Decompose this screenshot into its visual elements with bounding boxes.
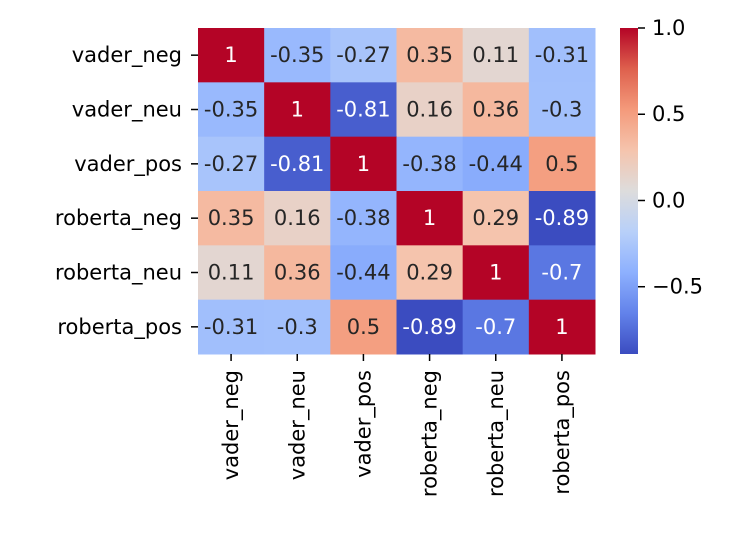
heatmap-cell-0-3 [396,28,464,83]
heatmap-cell-0-5 [528,28,596,83]
cell-label-2-5: 0.5 [545,152,578,176]
heatmap-cell-2-4 [462,136,530,192]
heatmap-cells [198,28,596,355]
cell-label-5-3: -0.89 [402,315,456,339]
y-tick-label-5: roberta_pos [57,315,182,340]
cell-label-4-3: 0.29 [406,261,453,285]
heatmap-cell-3-1 [264,191,331,246]
heatmap-cell-3-0 [198,191,265,246]
cell-label-5-0: -0.31 [204,315,258,339]
cell-label-2-0: -0.27 [204,152,258,176]
heatmap-cell-5-4 [462,299,530,355]
cell-label-3-1: 0.16 [274,206,321,230]
heatmap-cell-5-5 [528,299,596,355]
x-tick-label-5: roberta_pos [550,370,575,495]
heatmap-cell-1-2 [330,82,397,138]
heatmap-cell-2-1 [264,136,331,192]
y-axis: vader_neg vader_neu vader_pos roberta_negro… [55,43,198,340]
colorbar: 1.0 0.5 0.0 −0.5 [620,16,703,354]
heatmap-cell-5-1 [264,299,331,355]
cell-label-4-0: 0.11 [208,261,255,285]
cell-label-0-2: -0.27 [336,43,390,67]
cell-label-0-1: -0.35 [270,43,324,67]
heatmap-cell-2-3 [396,136,464,192]
cell-label-2-2: 1 [357,152,370,176]
cell-label-0-0: 1 [224,43,237,67]
colorbar-tick-label-1: 0.5 [652,102,685,126]
heatmap-cell-0-4 [462,28,530,83]
y-tick-label-4: roberta_neu [55,261,182,286]
x-tick-label-0: vader_neg [219,370,244,480]
y-tick-label-1: vader_neu [72,98,182,123]
cell-label-1-1: 1 [291,98,304,122]
cell-label-4-4: 1 [489,261,502,285]
heatmap-cell-3-5 [528,191,596,246]
heatmap-cell-5-2 [330,299,397,355]
x-axis: vader_neg vader_neu vader_pos roberta_neg ro… [219,354,575,497]
cell-label-3-5: -0.89 [535,206,589,230]
y-tick-label-3: roberta_neg [55,206,182,231]
cell-label-3-0: 0.35 [208,206,255,230]
heatmap-cell-5-0 [198,299,265,355]
colorbar-gradient [620,28,638,354]
x-tick-label-1: vader_neu [285,370,310,480]
heatmap-cell-1-3 [396,82,464,138]
cell-label-1-3: 0.16 [406,98,453,122]
cell-label-2-3: -0.38 [402,152,456,176]
cell-label-1-5: -0.3 [541,98,582,122]
cell-label-0-5: -0.31 [535,43,589,67]
heatmap-cell-1-5 [528,82,596,138]
cell-label-5-4: -0.7 [475,315,516,339]
cell-label-2-4: -0.44 [469,152,523,176]
cell-label-3-2: -0.38 [336,206,390,230]
cell-label-4-2: -0.44 [336,261,390,285]
heatmap-cell-2-2 [330,136,397,192]
heatmap-cell-0-2 [330,28,397,83]
cell-label-5-2: 0.5 [347,315,380,339]
cell-label-1-2: -0.81 [336,98,390,122]
heatmap-cell-4-5 [528,245,596,301]
heatmap-cell-3-4 [462,191,530,246]
heatmap-cell-4-4 [462,245,530,301]
heatmap-cell-4-3 [396,245,464,301]
heatmap-cell-4-0 [198,245,265,301]
cell-label-5-5: 1 [555,315,568,339]
heatmap-cell-5-3 [396,299,464,355]
heatmap-cell-3-3 [396,191,464,246]
cell-label-5-1: -0.3 [277,315,318,339]
x-tick-label-2: vader_pos [351,370,376,478]
cell-label-0-3: 0.35 [406,43,453,67]
heatmap-cell-0-0 [198,28,265,83]
colorbar-tick-label-2: 0.0 [652,188,685,212]
cell-label-2-1: -0.81 [270,152,324,176]
heatmap-cell-0-1 [264,28,331,83]
heatmap-cell-2-0 [198,136,265,192]
colorbar-tick-label-0: 1.0 [652,16,685,40]
colorbar-tick-label-3: −0.5 [652,275,703,299]
heatmap-cell-2-5 [528,136,596,192]
heatmap-cell-1-4 [462,82,530,138]
heatmap-cell-1-0 [198,82,265,138]
cell-label-3-4: 0.29 [472,206,519,230]
cell-label-0-4: 0.11 [472,43,519,67]
y-tick-label-0: vader_neg [72,43,182,68]
cell-label-1-0: -0.35 [204,98,258,122]
heatmap-cell-3-2 [330,191,397,246]
cell-label-4-5: -0.7 [541,261,582,285]
heatmap-annotations: 1 -0.35 -0.27 0.35 0.11 -0.31-0.35 1 -0.81 0.16 0… [204,43,589,339]
heatmap-cell-4-1 [264,245,331,301]
heatmap-cell-1-1 [264,82,331,138]
cell-label-4-1: 0.36 [274,261,321,285]
x-tick-label-4: roberta_neu [484,370,509,497]
cell-label-1-4: 0.36 [472,98,519,122]
heatmap-cell-4-2 [330,245,397,301]
x-tick-label-3: roberta_neg [418,370,443,497]
cell-label-3-3: 1 [423,206,436,230]
y-tick-label-2: vader_pos [74,152,182,177]
